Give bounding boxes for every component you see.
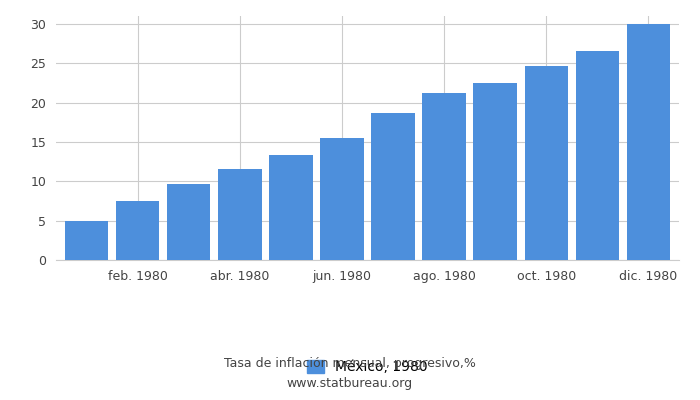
Bar — [321, 138, 364, 260]
Bar — [422, 93, 466, 260]
Bar — [270, 155, 313, 260]
Bar — [218, 169, 262, 260]
Bar — [524, 66, 568, 260]
Bar — [65, 221, 108, 260]
Bar — [626, 24, 670, 260]
Text: www.statbureau.org: www.statbureau.org — [287, 378, 413, 390]
Bar — [473, 83, 517, 260]
Bar — [575, 51, 619, 260]
Bar — [371, 113, 414, 260]
Bar — [116, 201, 160, 260]
Legend: México, 1980: México, 1980 — [302, 355, 433, 380]
Bar — [167, 184, 211, 260]
Text: Tasa de inflación mensual, progresivo,%: Tasa de inflación mensual, progresivo,% — [224, 358, 476, 370]
